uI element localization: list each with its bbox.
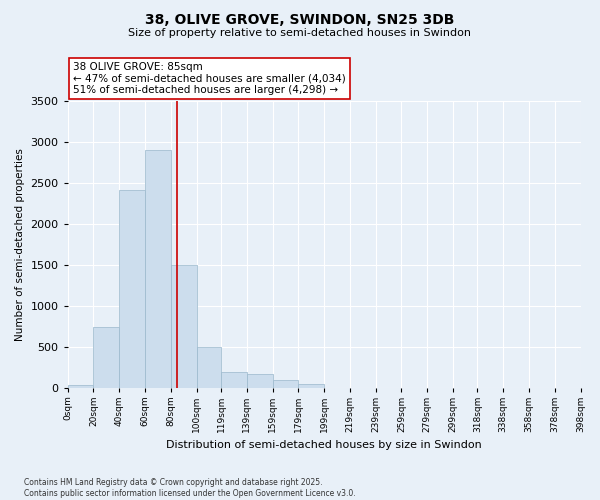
Bar (145, 150, 171, 388)
Text: Size of property relative to semi-detached houses in Swindon: Size of property relative to semi-detach… (128, 28, 472, 38)
Bar (119, 190, 145, 388)
Y-axis label: Number of semi-detached properties: Number of semi-detached properties (15, 148, 25, 341)
Text: 38, OLIVE GROVE, SWINDON, SN25 3DB: 38, OLIVE GROVE, SWINDON, SN25 3DB (145, 12, 455, 26)
Text: Contains HM Land Registry data © Crown copyright and database right 2025.
Contai: Contains HM Land Registry data © Crown c… (24, 478, 356, 498)
Text: 38 OLIVE GROVE: 85sqm
← 47% of semi-detached houses are smaller (4,034)
51% of s: 38 OLIVE GROVE: 85sqm ← 47% of semi-deta… (73, 62, 346, 95)
Bar (298, 384, 324, 388)
Bar (94, 327, 119, 388)
Bar (197, 348, 221, 389)
Bar (221, 372, 247, 388)
Bar (272, 380, 298, 388)
Bar (68, 385, 94, 388)
X-axis label: Distribution of semi-detached houses by size in Swindon: Distribution of semi-detached houses by … (166, 440, 482, 450)
Bar (247, 374, 272, 388)
Bar (171, 265, 197, 388)
